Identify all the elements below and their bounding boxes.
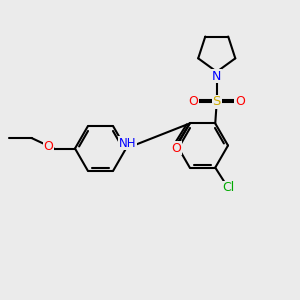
Text: S: S <box>213 95 221 108</box>
Text: NH: NH <box>119 136 136 150</box>
Text: O: O <box>235 95 245 108</box>
Text: O: O <box>171 142 181 154</box>
Text: N: N <box>212 70 221 83</box>
Text: O: O <box>189 95 199 108</box>
Text: O: O <box>44 140 53 154</box>
Text: Cl: Cl <box>223 181 235 194</box>
